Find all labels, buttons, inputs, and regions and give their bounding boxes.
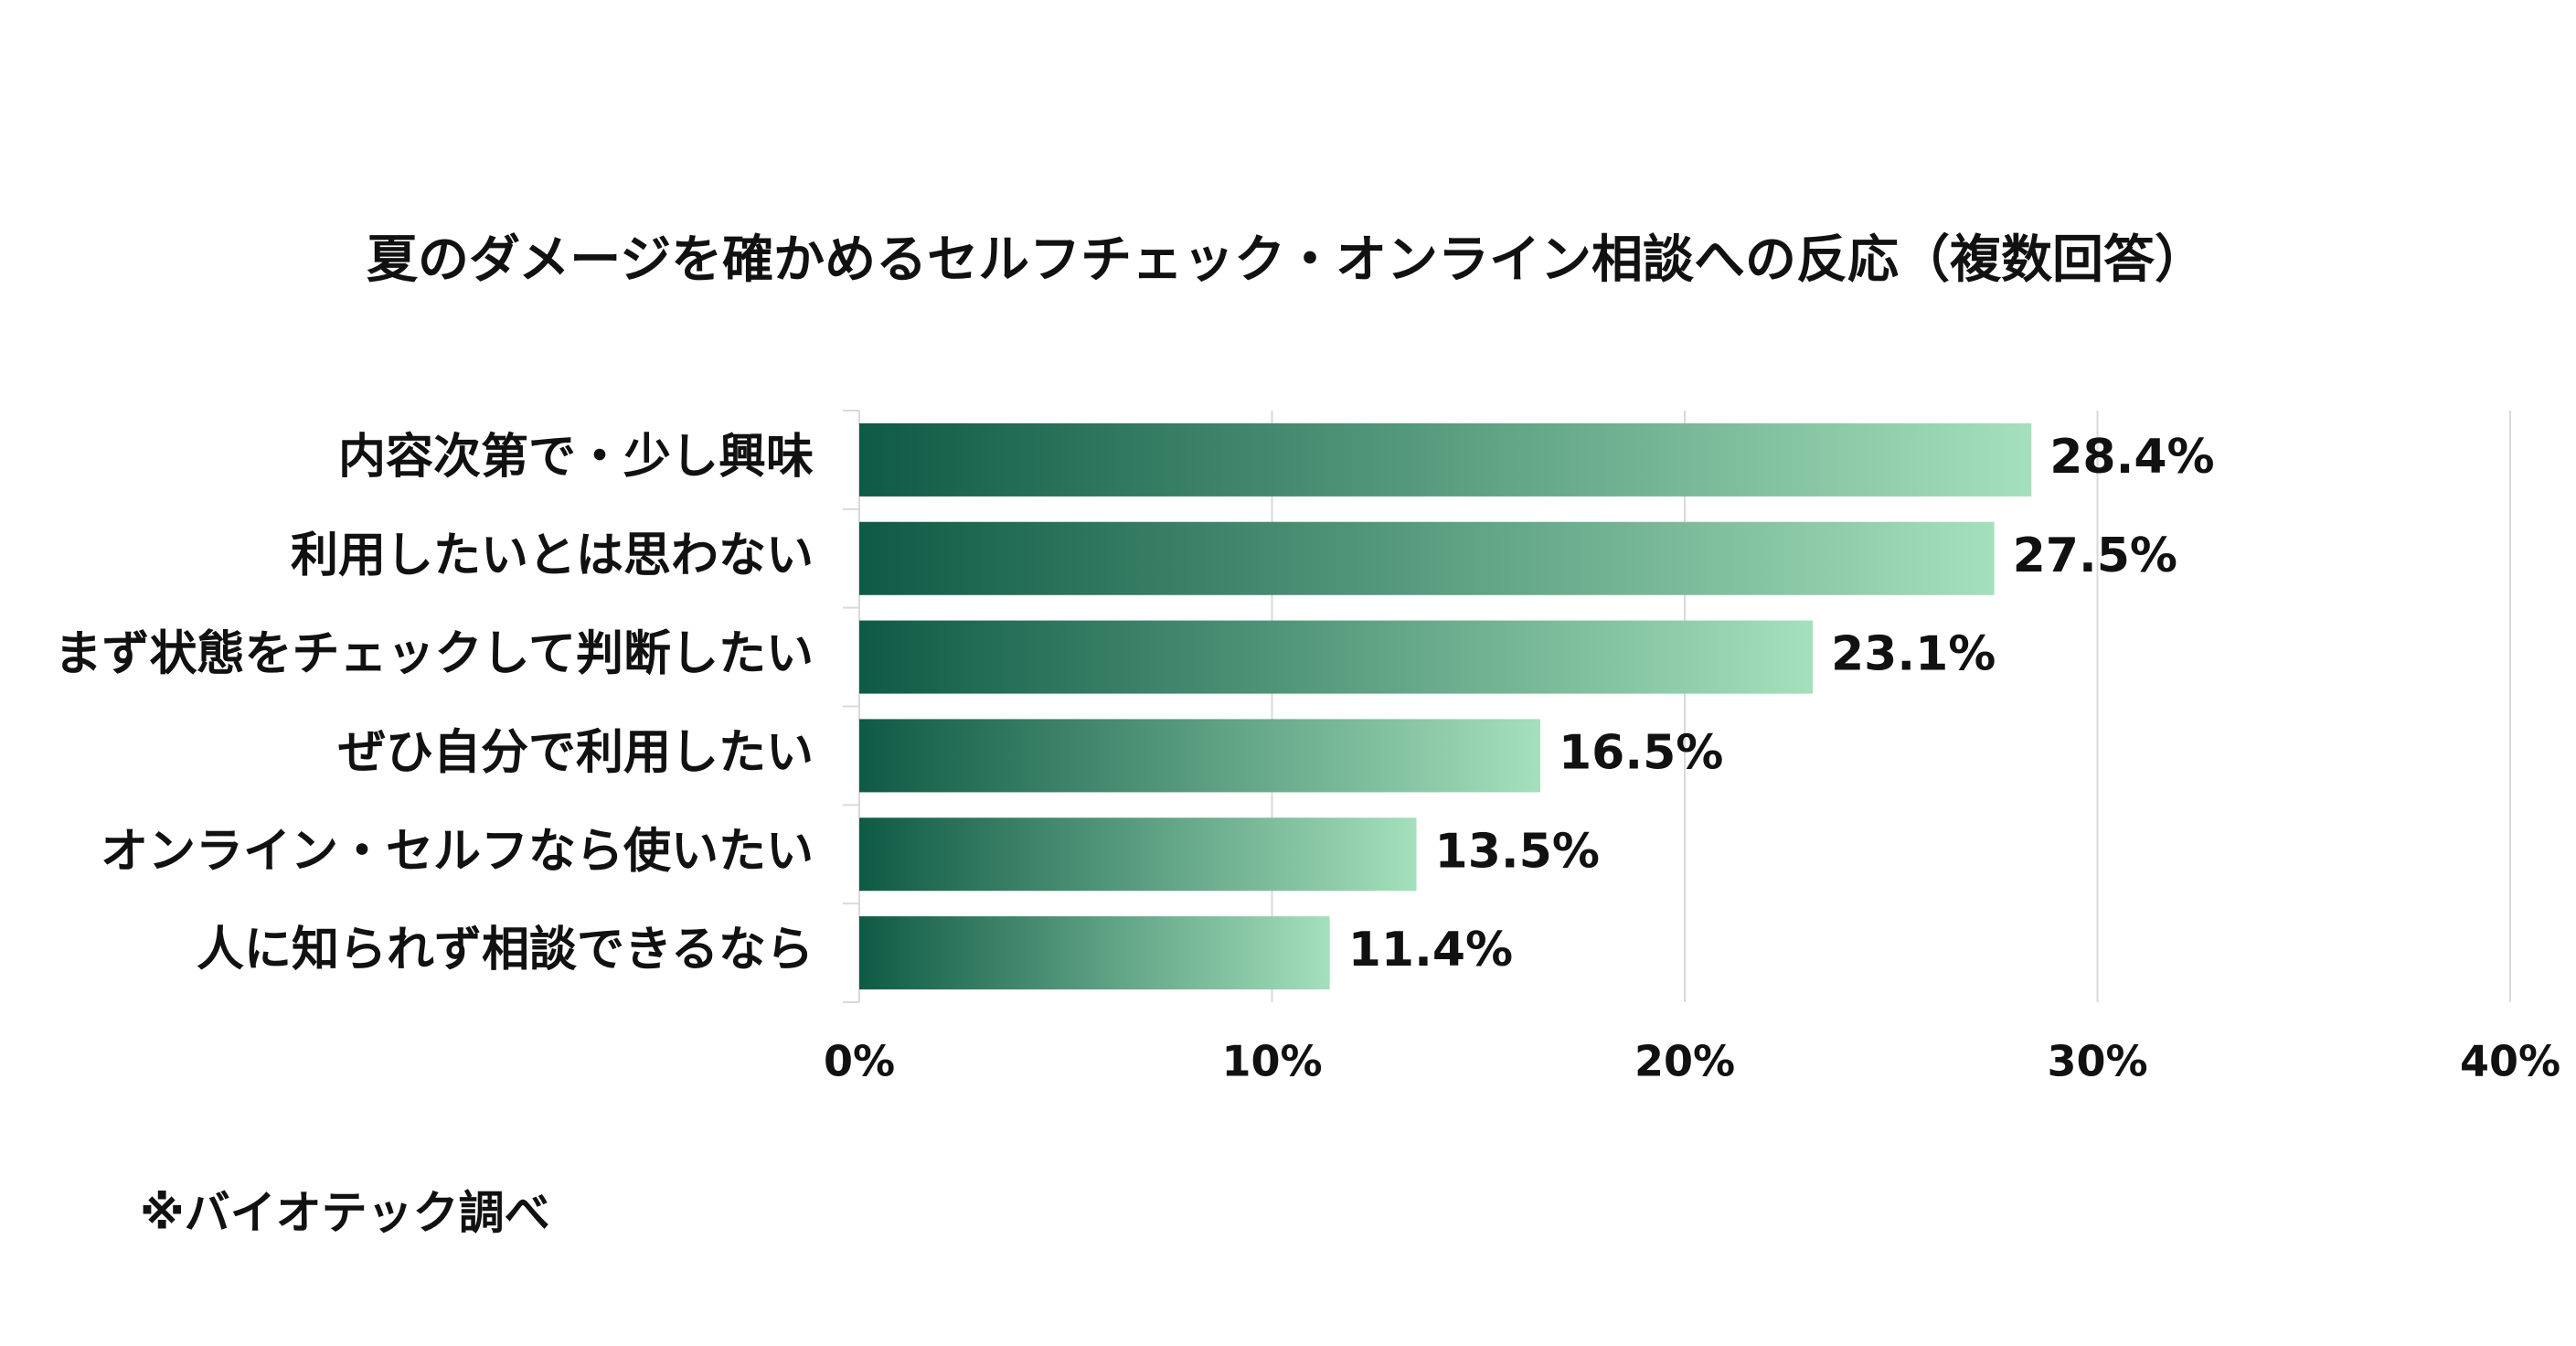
bar: [859, 719, 1540, 793]
category-label: まず状態をチェックして判断したい: [55, 627, 814, 682]
value-label: 16.5%: [1559, 725, 1723, 780]
category-label: オンライン・セルフなら使いたい: [101, 824, 814, 879]
x-tick-label: 30%: [2047, 1037, 2147, 1086]
category-label: 利用したいとは思わない: [291, 529, 814, 583]
value-label: 23.1%: [1831, 627, 1996, 682]
bar: [859, 620, 1813, 694]
bar: [859, 422, 2032, 497]
value-label: 27.5%: [2013, 529, 2177, 583]
value-label: 13.5%: [1435, 824, 1600, 879]
category-label: 人に知られず相談できるなら: [197, 923, 814, 977]
value-label: 28.4%: [2049, 430, 2214, 485]
bar: [859, 817, 1417, 892]
category-label: 内容次第で・少し興味: [338, 430, 814, 485]
value-label: 11.4%: [1348, 923, 1513, 977]
x-tick-label: 0%: [824, 1037, 895, 1086]
x-tick-label: 20%: [1634, 1037, 1735, 1086]
footnote: ※バイオテック調べ: [140, 1187, 550, 1240]
x-tick-label: 40%: [2460, 1037, 2560, 1086]
chart-title: 夏のダメージを確かめるセルフチェック・オンライン相談への反応（複数回答）: [367, 230, 2206, 290]
category-label: ぜひ自分で利用したい: [338, 725, 814, 780]
bar: [859, 521, 1995, 595]
bar: [859, 916, 1330, 990]
x-tick-label: 10%: [1221, 1037, 1322, 1086]
